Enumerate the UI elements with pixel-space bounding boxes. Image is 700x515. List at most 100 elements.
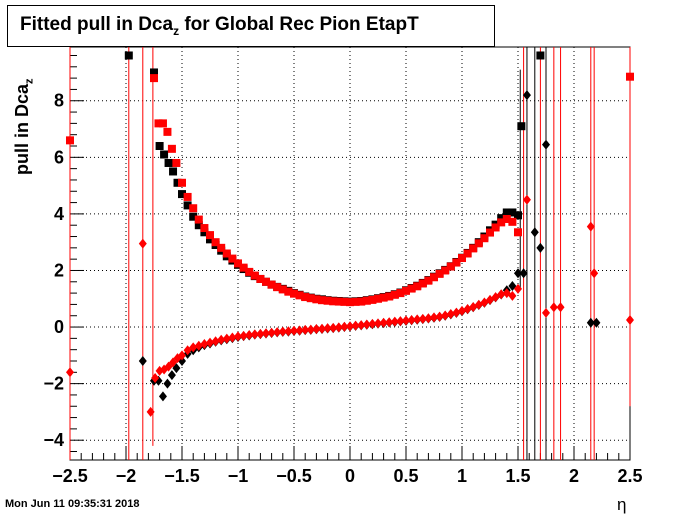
chart-title-main: Fitted pull in Dca xyxy=(20,14,174,35)
diamond-marker xyxy=(368,318,377,329)
y-axis-label: pull in Dcaz xyxy=(12,78,36,175)
diamond-marker xyxy=(536,242,545,253)
square-marker xyxy=(323,296,332,305)
square-marker xyxy=(508,208,517,217)
square-marker xyxy=(301,293,310,302)
square-marker xyxy=(173,178,182,187)
diamond-marker xyxy=(435,311,444,322)
square-marker xyxy=(536,51,545,60)
diamond-marker xyxy=(519,268,528,279)
square-marker xyxy=(508,217,517,226)
square-marker xyxy=(368,295,377,304)
square-marker xyxy=(486,228,494,237)
square-marker xyxy=(178,190,186,199)
square-marker xyxy=(164,158,173,167)
diamond-marker xyxy=(301,324,310,335)
square-marker xyxy=(458,254,466,263)
square-marker xyxy=(278,285,287,294)
diamond-marker xyxy=(318,323,326,334)
diamond-marker xyxy=(239,330,248,341)
diamond-marker xyxy=(158,391,167,402)
x-tick-label: 0 xyxy=(345,466,355,486)
square-marker xyxy=(514,228,522,237)
diamond-marker xyxy=(514,283,522,294)
square-marker xyxy=(497,218,506,227)
diamond-marker xyxy=(418,313,427,324)
square-marker xyxy=(312,295,321,304)
square-marker xyxy=(234,259,242,268)
x-tick-label: −2.5 xyxy=(52,466,88,486)
diamond-marker xyxy=(452,307,461,318)
square-marker xyxy=(491,223,500,232)
square-marker xyxy=(245,267,254,276)
diamond-marker xyxy=(346,321,354,332)
grid-lines xyxy=(70,47,630,460)
diamond-marker xyxy=(151,372,160,383)
diamond-marker xyxy=(385,317,394,328)
diamond-marker xyxy=(222,333,231,344)
diamond-marker xyxy=(267,327,276,338)
square-marker xyxy=(239,263,248,272)
diamond-marker xyxy=(508,290,517,301)
square-marker xyxy=(441,266,450,275)
square-marker xyxy=(424,276,433,285)
square-marker xyxy=(172,158,181,167)
square-marker xyxy=(183,201,192,210)
diamond-marker xyxy=(228,332,237,343)
square-marker xyxy=(163,127,172,136)
square-marker xyxy=(497,214,506,223)
square-marker xyxy=(474,239,483,248)
square-marker xyxy=(385,292,394,301)
square-marker xyxy=(435,269,444,278)
square-marker xyxy=(189,212,198,221)
square-marker xyxy=(169,167,178,176)
x-tick-label: 0.5 xyxy=(393,466,418,486)
square-marker xyxy=(502,208,511,217)
chart-title-subscript: z xyxy=(173,23,180,38)
square-marker xyxy=(407,284,416,293)
square-marker xyxy=(390,290,399,299)
x-axis-label: η xyxy=(617,495,627,514)
square-marker xyxy=(160,150,169,159)
square-marker xyxy=(480,234,489,243)
diamond-marker xyxy=(211,336,220,347)
diamond-marker xyxy=(340,321,349,332)
x-tick-label: 2.5 xyxy=(617,466,642,486)
y-tick-label: 0 xyxy=(54,317,64,337)
diamond-marker xyxy=(424,313,433,324)
diamond-marker xyxy=(390,316,399,327)
diamond-marker xyxy=(284,326,293,337)
square-marker xyxy=(318,296,326,305)
diamond-marker xyxy=(586,221,595,232)
square-marker xyxy=(340,297,349,306)
square-marker xyxy=(189,204,198,213)
square-marker xyxy=(217,243,226,252)
y-tick-label: 8 xyxy=(54,91,64,111)
chart-title-box: Fitted pull in Dcaz for Global Rec Pion … xyxy=(7,5,495,47)
diamond-marker xyxy=(458,305,466,316)
square-marker xyxy=(517,122,526,131)
square-marker xyxy=(183,192,192,201)
diamond-marker xyxy=(138,238,147,249)
square-marker xyxy=(211,238,220,247)
square-marker xyxy=(200,228,209,237)
square-marker xyxy=(346,298,354,307)
diamond-marker xyxy=(234,331,242,342)
diamond-marker xyxy=(163,378,172,389)
square-marker xyxy=(418,279,427,288)
diamond-marker xyxy=(295,325,304,336)
diamond-marker xyxy=(256,328,265,339)
diamond-marker xyxy=(66,367,74,378)
diamond-marker xyxy=(329,322,338,333)
diamond-marker xyxy=(178,350,186,361)
square-marker xyxy=(273,283,282,292)
square-marker xyxy=(290,289,298,298)
diamond-marker xyxy=(463,303,472,314)
x-tick-label: 2 xyxy=(569,466,579,486)
square-marker xyxy=(463,249,472,258)
diamond-marker xyxy=(323,323,332,334)
y-axis-label-main: pull in Dca xyxy=(12,83,32,175)
x-tick-label: 1 xyxy=(457,466,467,486)
y-tick-label: 6 xyxy=(54,147,64,167)
